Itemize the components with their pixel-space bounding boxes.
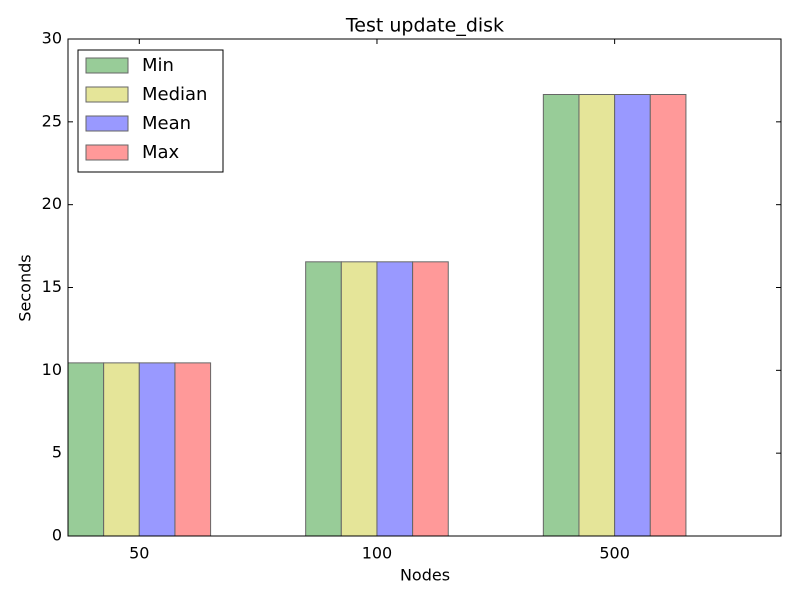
legend-swatch — [85, 86, 129, 103]
y-tick-label: 0 — [52, 526, 62, 545]
bar — [578, 93, 616, 537]
bar — [412, 261, 449, 537]
bar — [340, 261, 378, 537]
bar — [376, 261, 414, 537]
bar — [305, 261, 342, 537]
legend-label: Min — [142, 55, 174, 76]
legend-label: Median — [142, 84, 207, 105]
y-tick-label: 15 — [42, 277, 62, 296]
legend-swatch — [85, 115, 129, 132]
y-tick-label: 30 — [42, 29, 62, 48]
bar — [67, 362, 105, 537]
bar — [614, 93, 651, 537]
bar — [103, 362, 140, 537]
bar — [138, 362, 176, 537]
x-axis-label: Nodes — [400, 566, 450, 585]
x-tick-label: 500 — [599, 544, 630, 563]
legend-swatch — [85, 144, 129, 161]
legend-label: Max — [142, 142, 180, 163]
legend-swatch — [85, 57, 129, 74]
y-tick-label: 25 — [42, 111, 62, 130]
legend-label: Mean — [142, 113, 191, 134]
y-tick-label: 20 — [42, 194, 62, 213]
y-tick-label: 5 — [52, 443, 62, 462]
y-axis-label: Seconds — [16, 254, 35, 321]
plot-frame — [67, 38, 782, 537]
bar — [542, 93, 580, 537]
x-tick-label: 50 — [129, 544, 149, 563]
bar — [649, 93, 687, 537]
y-tick-label: 10 — [42, 360, 62, 379]
bar — [174, 362, 212, 537]
chart-title: Test update_disk — [345, 15, 504, 37]
x-tick-label: 100 — [362, 544, 393, 563]
